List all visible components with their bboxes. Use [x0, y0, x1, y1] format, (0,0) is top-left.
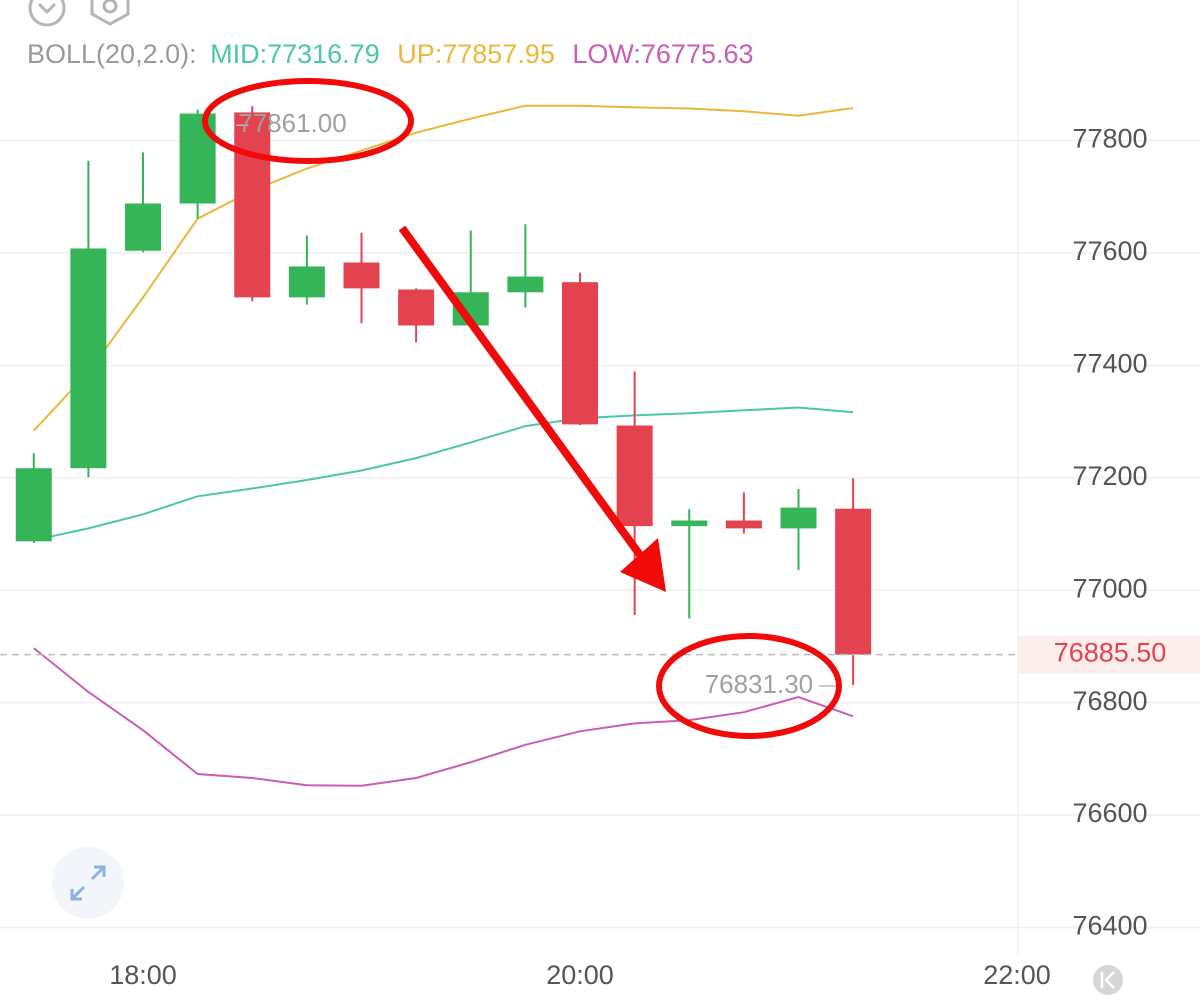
candle-body: [288, 266, 325, 298]
x-tick-label: 22:00: [983, 960, 1051, 990]
band-line: [33, 647, 854, 787]
arrow-shaft: [398, 225, 652, 569]
highlights: [202, 78, 842, 739]
highlight-ellipse: [656, 633, 842, 739]
candle-body: [125, 203, 162, 251]
candle-body: [507, 276, 544, 293]
annotation: 76831.30: [705, 669, 813, 699]
candle-body: [835, 508, 872, 655]
y-tick-label: 77600: [1072, 236, 1147, 266]
legend-entry: LOW:76775.63: [572, 39, 753, 69]
toolbar-icons: [28, 0, 130, 27]
candle-body: [343, 262, 380, 289]
expand-bg: [52, 847, 124, 919]
y-tick-label: 77000: [1072, 573, 1147, 603]
candle-body: [179, 113, 216, 204]
collapse-icon[interactable]: [28, 0, 66, 27]
candle-body: [616, 425, 653, 527]
candle-body: [15, 468, 52, 542]
kline-bg: [1093, 965, 1123, 995]
band-line: [33, 104, 854, 432]
x-tick-label: 20:00: [546, 960, 614, 990]
annotation: 77861.00: [238, 108, 346, 138]
kline-icon: [1100, 971, 1115, 989]
y-tick-label: 76600: [1072, 798, 1147, 828]
expand-button[interactable]: [52, 847, 124, 919]
candle-body: [70, 248, 107, 469]
candle-body: [671, 520, 708, 527]
expand-icon: [70, 865, 106, 901]
candle-body: [780, 507, 817, 529]
candle-body: [234, 112, 271, 298]
y-tick-label: 77800: [1072, 124, 1147, 154]
arrow-head: [620, 538, 666, 592]
x-tick-label: 18:00: [109, 960, 177, 990]
candle-body: [562, 282, 599, 425]
settings-icon[interactable]: [90, 0, 130, 26]
y-tick-label: 76400: [1072, 911, 1147, 941]
indicator-label: BOLL(20,2.0):: [27, 39, 197, 69]
legend-entry: MID:77316.79: [210, 39, 380, 69]
kline-button[interactable]: [1093, 965, 1123, 995]
highlight-ellipse: [202, 78, 414, 164]
candle-body: [725, 520, 762, 529]
y-tick-label: 77400: [1072, 349, 1147, 379]
y-tick-label: 77200: [1072, 461, 1147, 491]
band-line: [33, 406, 854, 542]
legend-entry: UP:77857.95: [397, 39, 555, 69]
last-price-label: 76885.50: [1054, 638, 1167, 668]
chevron: [37, 2, 57, 15]
candle-body: [398, 289, 435, 326]
settings-dot: [102, 0, 118, 14]
y-tick-label: 76800: [1072, 686, 1147, 716]
legend: BOLL(20,2.0): MID:77316.79 UP:77857.95 L…: [27, 39, 754, 69]
last-price-bg: [1018, 635, 1200, 674]
